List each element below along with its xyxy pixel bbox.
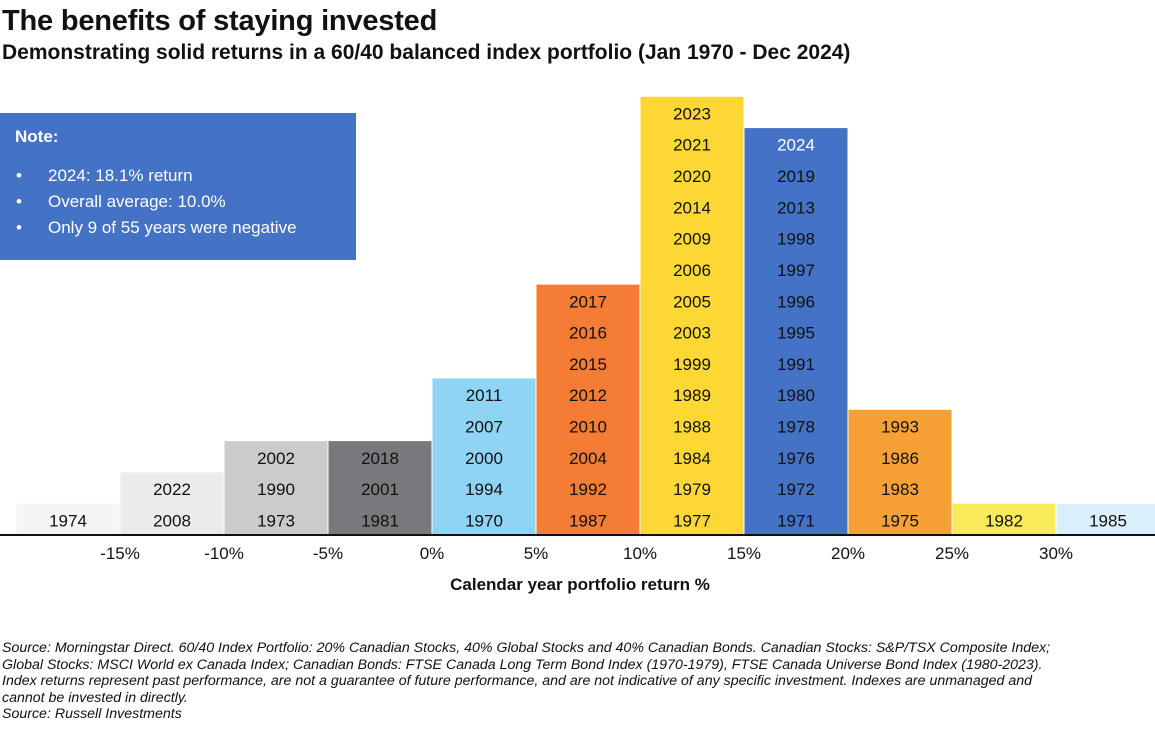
year-label: 2012 bbox=[569, 386, 607, 405]
footnote-line: Index returns represent past performance… bbox=[2, 673, 1032, 689]
note-box: Note: 2024: 18.1% return Overall average… bbox=[0, 113, 356, 260]
year-label: 1994 bbox=[465, 480, 503, 499]
year-label: 2024 bbox=[777, 136, 815, 155]
year-label: 2020 bbox=[673, 167, 711, 186]
x-tick-label: 20% bbox=[831, 544, 865, 563]
year-label: 1984 bbox=[673, 449, 711, 468]
year-label: 2007 bbox=[465, 418, 503, 437]
year-label: 1971 bbox=[777, 511, 815, 530]
note-item: Only 9 of 55 years were negative bbox=[15, 215, 341, 241]
x-tick-label: -15% bbox=[100, 544, 140, 563]
x-tick-label: 0% bbox=[420, 544, 445, 563]
year-label: 2016 bbox=[569, 324, 607, 343]
year-label: 1990 bbox=[257, 480, 295, 499]
year-label: 1999 bbox=[673, 355, 711, 374]
year-label: 1995 bbox=[777, 324, 815, 343]
year-label: 2011 bbox=[466, 386, 503, 405]
year-label: 2013 bbox=[777, 198, 815, 217]
x-tick-label: 5% bbox=[524, 544, 549, 563]
year-label: 1978 bbox=[777, 418, 815, 437]
note-title: Note: bbox=[15, 127, 59, 146]
note-list: 2024: 18.1% return Overall average: 10.0… bbox=[15, 163, 341, 241]
year-label: 1997 bbox=[777, 261, 815, 280]
year-label: 2006 bbox=[673, 261, 711, 280]
note-item: Overall average: 10.0% bbox=[15, 189, 341, 215]
year-label: 1986 bbox=[881, 449, 919, 468]
x-axis-title: Calendar year portfolio return % bbox=[450, 575, 710, 594]
bar-bin-4 bbox=[432, 378, 536, 535]
source-footnote: Source: Morningstar Direct. 60/40 Index … bbox=[2, 640, 1152, 723]
chart-subtitle: Demonstrating solid returns in a 60/40 b… bbox=[2, 41, 851, 64]
year-labels-group: 1974 2008 2022 1973 1990 2002 1981 2001 2018 1970… bbox=[49, 104, 1127, 530]
year-label: 2010 bbox=[569, 418, 607, 437]
year-label: 1977 bbox=[673, 511, 711, 530]
bar-bin-10 bbox=[1056, 503, 1155, 535]
year-label: 1989 bbox=[673, 386, 711, 405]
year-label: 2018 bbox=[361, 449, 399, 468]
bar-bin-2 bbox=[224, 441, 328, 535]
year-label: 1988 bbox=[673, 418, 711, 437]
bar-bin-7 bbox=[744, 128, 848, 535]
x-tick-label: 30% bbox=[1039, 544, 1073, 563]
year-label: 1985 bbox=[1089, 511, 1127, 530]
note-item: 2024: 18.1% return bbox=[15, 163, 341, 189]
x-tick-label: -5% bbox=[313, 544, 343, 563]
year-label: 1991 bbox=[777, 355, 815, 374]
bar-bin-8 bbox=[848, 409, 952, 535]
year-label: 2017 bbox=[569, 292, 607, 311]
year-label: 2022 bbox=[153, 480, 191, 499]
year-label: 1980 bbox=[777, 386, 815, 405]
year-label: 1970 bbox=[465, 511, 503, 530]
year-label: 2021 bbox=[673, 136, 711, 155]
year-label: 2002 bbox=[257, 449, 295, 468]
year-label: 1982 bbox=[985, 511, 1023, 530]
year-label: 2009 bbox=[673, 230, 711, 249]
year-label: 1976 bbox=[777, 449, 815, 468]
year-label: 1992 bbox=[569, 480, 607, 499]
x-tick-label: 25% bbox=[935, 544, 969, 563]
year-label: 1987 bbox=[569, 511, 607, 530]
bars-group bbox=[16, 96, 1155, 536]
bar-bin-6 bbox=[640, 96, 744, 536]
year-label: 2001 bbox=[361, 480, 399, 499]
year-label: 1975 bbox=[881, 511, 919, 530]
year-label: 2019 bbox=[777, 167, 815, 186]
year-label: 2000 bbox=[465, 449, 503, 468]
year-label: 2015 bbox=[569, 355, 607, 374]
bar-bin-3 bbox=[328, 441, 432, 535]
year-label: 1983 bbox=[881, 480, 919, 499]
year-label: 2008 bbox=[153, 511, 191, 530]
year-label: 1979 bbox=[673, 480, 711, 499]
x-tick-label: -10% bbox=[204, 544, 244, 563]
year-label: 2014 bbox=[673, 198, 711, 217]
year-label: 1974 bbox=[49, 511, 87, 530]
year-label: 2003 bbox=[673, 324, 711, 343]
footnote-line: Source: Russell Investments bbox=[2, 706, 182, 722]
year-label: 1993 bbox=[881, 418, 919, 437]
bar-bin-9 bbox=[952, 503, 1056, 535]
year-label: 1973 bbox=[257, 511, 295, 530]
year-label: 1981 bbox=[361, 511, 399, 530]
year-label: 1996 bbox=[777, 292, 815, 311]
year-label: 1972 bbox=[777, 480, 815, 499]
year-label: 2023 bbox=[673, 104, 711, 123]
footnote-line: Global Stocks: MSCI World ex Canada Inde… bbox=[2, 656, 1043, 673]
bar-bin-5 bbox=[536, 284, 640, 535]
x-tick-labels-group: -15% -10% -5% 0% 5% 10% 15% 20% 25% 30% bbox=[100, 544, 1073, 563]
year-label: 1998 bbox=[777, 230, 815, 249]
x-tick-label: 10% bbox=[623, 544, 657, 563]
footnote-line: Source: Morningstar Direct. 60/40 Index … bbox=[2, 640, 1051, 656]
year-label: 2005 bbox=[673, 292, 711, 311]
x-tick-label: 15% bbox=[727, 544, 761, 563]
year-label: 2004 bbox=[569, 449, 607, 468]
bar-bin-0 bbox=[16, 503, 120, 535]
bar-bin-1 bbox=[120, 472, 224, 535]
footnote-line: cannot be invested in directly. bbox=[2, 689, 188, 706]
chart-title: The benefits of staying invested bbox=[2, 5, 438, 37]
